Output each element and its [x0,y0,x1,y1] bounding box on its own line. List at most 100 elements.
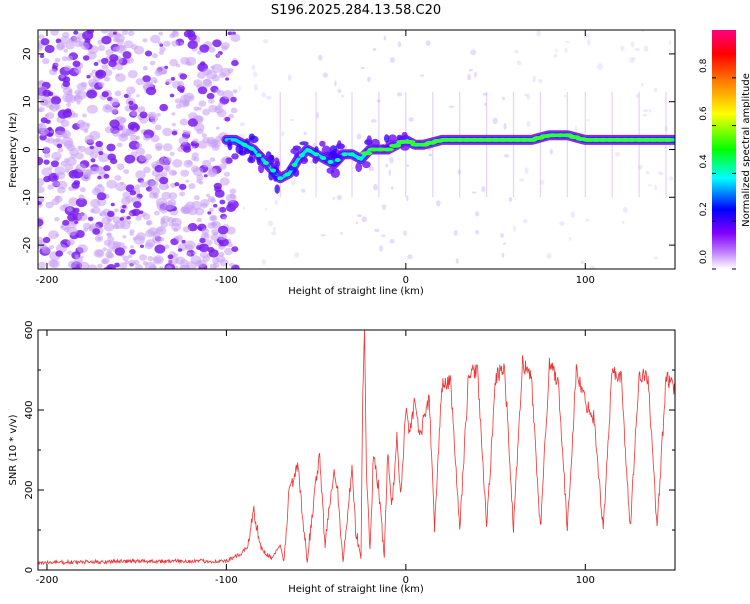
faint-blob [559,221,565,226]
noise-blob [149,264,157,269]
ridge-scatter [328,151,338,159]
faint-blob [253,84,258,91]
noise-blob [97,263,103,269]
noise-blob [163,40,171,47]
noise-blob [226,203,236,212]
noise-blob [164,201,175,211]
noise-blob [178,136,189,145]
noise-blob [198,180,204,185]
ridge-green [356,156,363,161]
faint-blob [334,80,337,87]
faint-blob [322,72,328,78]
noise-blob [172,159,183,168]
noise-blob [206,193,211,198]
noise-blob [109,98,120,106]
noise-blob [135,215,142,221]
faint-blob [564,48,568,53]
noise-blob [38,261,46,269]
noise-blob [200,199,210,207]
ridge-scatter [235,144,244,154]
noise-blob [158,50,165,55]
colorbar-label: Normalized spectral amplitude [741,73,750,227]
noise-blob [231,246,239,253]
ridge-scatter [287,166,296,171]
noise-blob [68,197,79,206]
faint-blob [565,40,570,44]
noise-blob [153,194,159,199]
faint-blob [500,233,504,238]
noise-blob [114,247,126,256]
faint-blob [361,216,367,223]
noise-blob [143,134,151,141]
faint-blob [261,148,264,152]
noise-blob [183,159,194,168]
faint-blob [379,245,384,252]
faint-blob [388,169,391,177]
faint-blob [526,93,531,100]
noise-blob [71,181,80,189]
noise-blob [86,123,91,127]
noise-blob [94,184,105,194]
ridge-green [360,151,373,156]
noise-blob [42,236,51,244]
noise-blob [55,138,60,143]
noise-blob [119,217,125,221]
noise-blob [66,239,75,246]
noise-blob [120,196,131,206]
noise-blob [121,30,129,36]
noise-blob [60,119,70,128]
noise-blob [230,107,238,114]
noise-blob [106,248,113,254]
noise-blob [86,104,98,114]
noise-blob [192,167,204,176]
faint-blob [642,113,648,117]
noise-blob [203,174,208,178]
noise-blob [73,30,79,35]
ridge-green [403,139,416,144]
faint-blob [492,117,498,125]
faint-blob [546,252,552,259]
noise-blob [66,55,73,61]
noise-blob [230,96,237,103]
noise-blob [78,194,85,200]
noise-blob [216,126,220,130]
x-tick-label: 100 [576,275,595,286]
noise-blob [49,130,54,134]
noise-blob [135,147,146,156]
faint-blob [337,88,342,94]
y-tick-label: 10 [22,95,33,108]
faint-blob [406,195,409,202]
snr-panel: -200 -100 0 100 0 200 400 600 Height of straig… [8,320,676,595]
noise-blob [182,129,188,135]
faint-blob [587,38,591,46]
figure-title: S196.2025.284.13.58.C20 [271,3,441,18]
noise-blob [159,176,169,185]
noise-blob [38,156,44,166]
noise-blob [145,239,156,248]
noise-blob [77,212,88,222]
noise-blob [61,56,68,62]
noise-blob [90,198,101,208]
faint-blob [634,47,640,52]
noise-blob [56,42,66,50]
faint-blob [470,49,477,56]
faint-blob [518,178,525,182]
noise-blob [158,182,169,191]
noise-blob [91,206,101,214]
ridge-scatter [384,134,390,143]
noise-blob [186,251,192,257]
faint-blob [274,199,278,206]
faint-blob [340,231,343,235]
noise-blob [213,182,222,190]
noise-blob [154,124,162,131]
noise-blob [114,208,119,213]
noise-blob [50,30,59,36]
faint-blob [407,254,413,260]
noise-blob [77,145,82,150]
noise-blob [114,262,120,268]
faint-blob [568,237,572,241]
noise-blob [202,79,213,88]
noise-blob [224,116,231,122]
noise-blob [202,159,212,168]
